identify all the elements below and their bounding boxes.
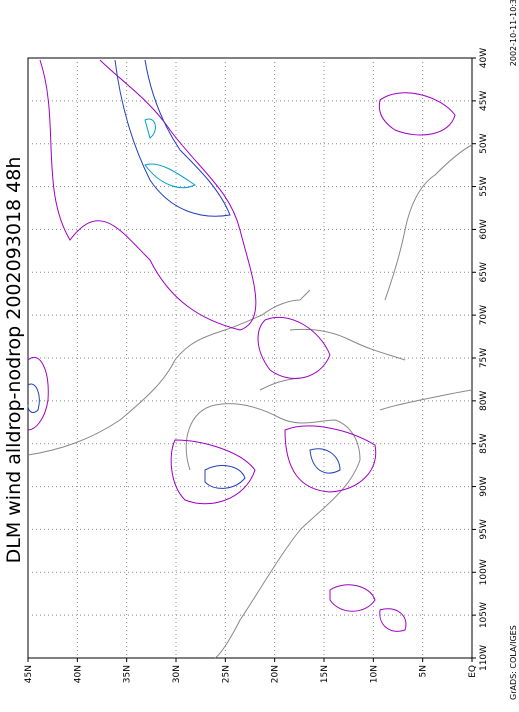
contour [170,439,256,505]
contour [309,448,341,474]
contour [114,59,231,217]
contours [27,59,456,632]
longitude-label: 40W [479,48,489,68]
coastline [27,289,361,659]
longitude-label: 95W [479,519,489,539]
latitude-label: 15N [320,665,330,683]
contour [329,584,407,632]
latitude-label: 30N [172,665,182,683]
graticule [27,57,476,662]
footer: GrADS: COLA/IGES [509,625,518,700]
contour [284,425,377,493]
timestamp: 2002-10-11-10:36 [509,0,518,66]
map-frame [27,57,473,659]
map-title: DLM wind alldrop-nodrop 2002093018 48h [3,157,25,564]
contour [378,92,456,136]
longitude-label: 70W [479,305,489,325]
longitude-label: 105W [479,602,489,628]
contour [27,357,49,431]
contour [204,465,246,489]
latitude-label: 10N [369,665,379,683]
latitude-label: 45N [24,665,34,683]
contour [39,59,257,331]
contour [144,118,197,189]
longitude-label: 80W [479,391,489,411]
longitude-label: 90W [479,476,489,496]
coastlines [27,144,473,659]
latitude-label: EQ [468,665,478,678]
contour [27,383,40,413]
latitude-label: 25N [221,665,231,683]
longitude-label: 60W [479,219,489,239]
coastline [384,144,473,301]
latitude-label: 35N [123,665,133,683]
longitude-label: 55W [479,176,489,196]
longitude-label: 45W [479,91,489,111]
latitude-label: 20N [271,665,281,683]
contour [257,316,331,379]
longitude-label: 50W [479,133,489,153]
longitude-label: 85W [479,433,489,453]
longitude-label: 75W [479,348,489,368]
latitude-label: 40N [73,665,83,683]
latitude-label: 5N [419,665,429,677]
longitude-label: 100W [479,559,489,585]
longitude-label: 65W [479,262,489,282]
longitude-label: 110W [479,645,489,671]
coastline [259,328,473,411]
